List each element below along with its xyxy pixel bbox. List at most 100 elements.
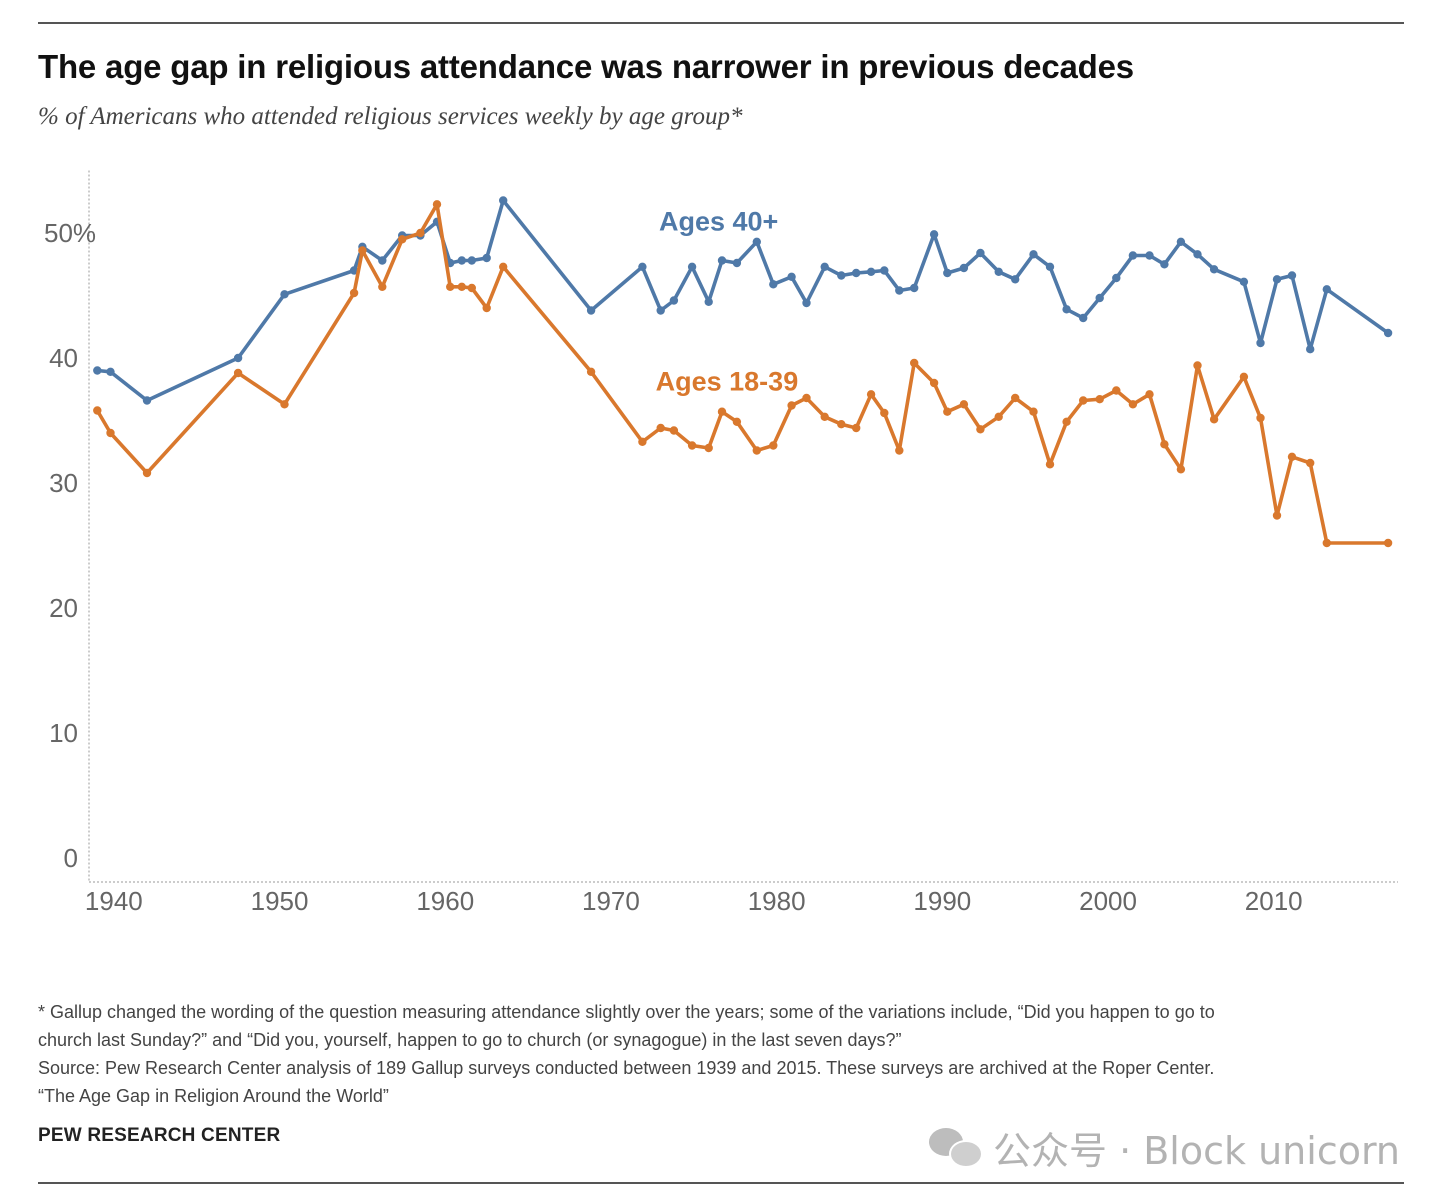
data-point-ages-40 — [280, 290, 289, 299]
data-point-ages-18-39 — [1145, 390, 1154, 399]
x-tick-label: 1980 — [748, 886, 806, 916]
data-point-ages-18-39 — [106, 428, 115, 438]
data-point-ages-18-39 — [929, 378, 939, 388]
data-point-ages-18-39 — [717, 407, 727, 416]
data-point-ages-40 — [1193, 250, 1202, 259]
bottom-rule — [38, 1182, 1404, 1184]
data-point-ages-40 — [233, 353, 243, 363]
data-point-ages-18-39 — [943, 407, 952, 416]
report-title-line: “The Age Gap in Religion Around the Worl… — [38, 1086, 389, 1106]
data-point-ages-40 — [1095, 293, 1104, 303]
x-tick-label: 1940 — [85, 886, 143, 916]
data-point-ages-18-39 — [1079, 396, 1088, 405]
data-point-ages-40 — [669, 296, 679, 305]
data-point-ages-18-39 — [976, 425, 985, 434]
y-tick-label: 40 — [49, 343, 78, 373]
data-point-ages-40 — [1062, 305, 1071, 314]
data-point-ages-18-39 — [752, 446, 761, 455]
data-point-ages-18-39 — [866, 390, 876, 399]
line-chart: 0 10 20 30 40 50% 1940 1950 1960 1970 1980 1990 2000… — [44, 170, 1398, 916]
data-point-ages-18-39 — [1239, 372, 1249, 381]
data-point-ages-18-39 — [994, 412, 1003, 421]
data-point-ages-40 — [1287, 271, 1297, 280]
data-point-ages-18-39 — [1160, 440, 1169, 449]
data-point-ages-40 — [929, 230, 939, 239]
data-point-ages-40 — [1160, 260, 1169, 269]
data-point-ages-40 — [378, 256, 387, 265]
footnote-line-2: church last Sunday?” and “Did you, yours… — [38, 1030, 902, 1050]
data-point-ages-40 — [467, 256, 476, 265]
y-tick-label: 30 — [49, 468, 78, 498]
data-point-ages-18-39 — [446, 282, 455, 291]
data-point-ages-40 — [837, 271, 846, 280]
data-point-ages-18-39 — [1128, 400, 1138, 409]
data-point-ages-18-39 — [457, 282, 466, 291]
data-point-ages-18-39 — [656, 423, 665, 433]
data-point-ages-40 — [943, 268, 952, 278]
data-point-ages-18-39 — [802, 393, 811, 403]
data-point-ages-18-39 — [769, 441, 778, 450]
data-point-ages-40 — [1383, 328, 1393, 338]
data-point-ages-40 — [1209, 265, 1219, 274]
brand-label: PEW RESEARCH CENTER — [38, 1125, 281, 1146]
top-rule — [38, 22, 1404, 24]
data-point-ages-40 — [499, 196, 508, 205]
chart-title: The age gap in religious attendance was … — [38, 48, 1134, 85]
data-point-ages-40 — [1306, 345, 1315, 354]
data-point-ages-18-39 — [895, 446, 904, 455]
y-tick-label: 0 — [64, 843, 78, 873]
footnote-line-1: * Gallup changed the wording of the ques… — [38, 1002, 1215, 1022]
data-point-ages-18-39 — [910, 358, 919, 368]
series-label-ages-40: Ages 40+ — [659, 207, 778, 237]
source-line: Source: Pew Research Center analysis of … — [38, 1058, 1215, 1078]
data-point-ages-40 — [732, 258, 742, 268]
data-point-ages-18-39 — [959, 400, 969, 409]
data-point-ages-40 — [910, 283, 919, 293]
data-point-ages-40 — [1128, 251, 1138, 260]
data-point-ages-40 — [93, 366, 102, 375]
data-point-ages-18-39 — [1112, 386, 1121, 395]
data-point-ages-40 — [787, 272, 796, 281]
data-point-ages-40 — [1011, 275, 1020, 284]
x-tick-label: 2010 — [1245, 886, 1303, 916]
watermark-text: 公众号 · Block unicorn — [993, 1129, 1400, 1173]
data-point-ages-40 — [866, 267, 876, 276]
data-point-ages-18-39 — [1209, 415, 1219, 424]
data-point-ages-18-39 — [1383, 538, 1393, 548]
data-point-ages-40 — [1272, 275, 1282, 284]
data-point-ages-18-39 — [704, 443, 713, 453]
data-point-ages-18-39 — [1011, 393, 1020, 403]
data-point-ages-40 — [586, 306, 596, 315]
data-point-ages-18-39 — [1062, 417, 1071, 426]
data-point-ages-18-39 — [837, 420, 846, 429]
data-point-ages-40 — [769, 280, 778, 289]
series-label-ages-18-39: Ages 18-39 — [656, 367, 799, 397]
data-point-ages-40 — [656, 306, 665, 315]
data-point-ages-18-39 — [638, 437, 647, 446]
data-point-ages-18-39 — [687, 441, 697, 450]
data-point-ages-18-39 — [820, 412, 829, 421]
data-point-ages-18-39 — [142, 468, 152, 478]
data-point-ages-40 — [1029, 250, 1038, 259]
chart-subtitle: % of Americans who attended religious se… — [38, 103, 743, 130]
x-tick-label: 1970 — [582, 886, 640, 916]
data-point-ages-18-39 — [1045, 460, 1055, 469]
x-tick-label: 2000 — [1079, 886, 1137, 916]
data-point-ages-18-39 — [852, 423, 861, 433]
data-point-ages-18-39 — [880, 408, 889, 418]
data-point-ages-40 — [1322, 285, 1332, 294]
data-point-ages-40 — [852, 268, 861, 278]
data-point-ages-18-39 — [787, 401, 796, 410]
data-point-ages-18-39 — [482, 303, 491, 313]
data-point-ages-40 — [1045, 262, 1055, 271]
x-tick-label: 1990 — [913, 886, 971, 916]
x-tick-label: 1950 — [251, 886, 309, 916]
data-point-ages-40 — [717, 256, 727, 265]
data-point-ages-18-39 — [93, 406, 102, 415]
data-point-ages-18-39 — [586, 367, 596, 376]
data-point-ages-18-39 — [349, 288, 359, 298]
data-point-ages-18-39 — [378, 282, 387, 291]
wechat-icon — [929, 1127, 983, 1168]
y-tick-label: 20 — [49, 593, 78, 623]
data-point-ages-18-39 — [467, 283, 476, 293]
